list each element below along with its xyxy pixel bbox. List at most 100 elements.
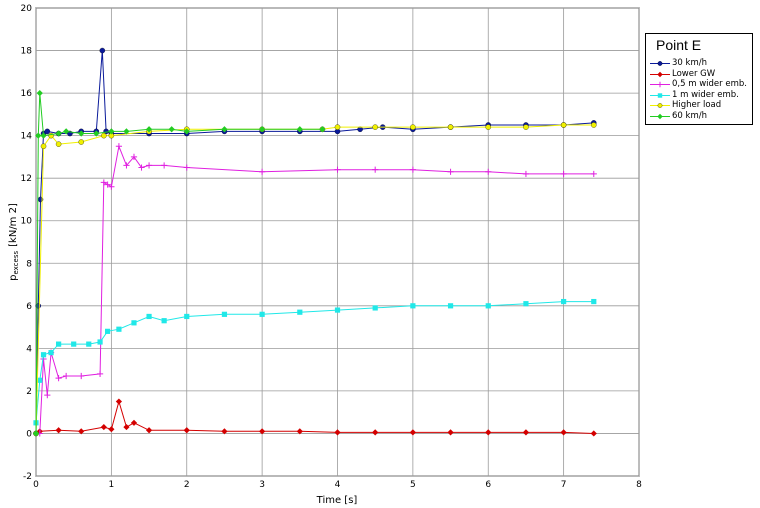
legend-swatch: [650, 71, 670, 77]
data-point: [63, 372, 70, 380]
legend-swatch: [650, 113, 670, 119]
data-point: [145, 126, 153, 133]
y-tick-label: 14: [21, 132, 33, 142]
legend-swatch: [650, 61, 670, 66]
legend-title: Point E: [656, 37, 702, 53]
data-point: [78, 130, 85, 137]
legend-label: 1 m wider emb.: [672, 89, 739, 100]
legend-label: 0,5 m wider emb.: [672, 79, 747, 89]
legend-swatch-marker: [657, 92, 663, 98]
y-tick-label: 8: [26, 259, 32, 269]
legend-item: Higher load: [650, 100, 754, 111]
y-tick-label: 4: [26, 344, 32, 354]
data-point: [447, 429, 454, 436]
y-tick-label: 6: [26, 302, 32, 312]
series-layer: [32, 47, 597, 437]
data-point: [115, 143, 123, 150]
data-point: [183, 164, 190, 171]
x-tick-label: 8: [636, 480, 642, 490]
data-point: [560, 122, 567, 128]
data-point: [123, 423, 130, 431]
legend-swatch: [650, 103, 670, 108]
data-point: [168, 126, 175, 133]
data-point: [145, 427, 153, 434]
data-point: [55, 427, 62, 434]
data-point: [108, 183, 115, 190]
legend-label: 60 km/h: [672, 110, 707, 121]
y-tick-label: 0: [26, 429, 32, 439]
data-point: [86, 341, 92, 347]
data-point: [334, 124, 341, 130]
data-point: [130, 419, 138, 426]
y-tick-label: 16: [21, 89, 33, 99]
data-point: [99, 47, 106, 54]
y-tick-label: -2: [23, 472, 32, 482]
x-tick-label: 5: [410, 480, 416, 490]
data-point: [447, 303, 454, 309]
data-point: [55, 141, 62, 147]
y-axis-title-sub: excess: [12, 251, 20, 275]
x-tick-label: 7: [561, 480, 567, 490]
data-point: [35, 132, 42, 139]
data-point: [48, 350, 54, 356]
data-point: [71, 341, 77, 347]
x-axis-title: Time [s]: [316, 495, 358, 506]
data-point: [44, 392, 51, 399]
legend-item: 0,5 m wider emb.: [650, 79, 754, 90]
y-tick-label: 20: [21, 4, 33, 14]
data-point: [221, 428, 228, 435]
data-point: [78, 139, 84, 145]
data-point: [447, 168, 454, 175]
data-point: [63, 128, 70, 135]
x-tick-label: 2: [184, 480, 190, 490]
data-point: [259, 168, 266, 175]
data-point: [104, 181, 111, 188]
data-point: [37, 377, 43, 383]
data-point: [161, 318, 167, 324]
legend: Point E 30 km/h Lower GW 0,5 m wider emb. 1…: [645, 33, 753, 125]
data-point: [100, 423, 107, 431]
y-tick-label: 18: [21, 47, 33, 57]
data-point: [560, 170, 567, 178]
data-point: [259, 428, 266, 435]
data-point: [590, 430, 597, 437]
data-point: [116, 326, 122, 332]
x-tick-label: 4: [335, 480, 341, 490]
data-point: [97, 339, 103, 345]
data-point: [523, 301, 529, 307]
series-60-km-h: [32, 89, 326, 437]
data-point: [296, 428, 303, 435]
data-point: [100, 179, 107, 186]
legend-item: 60 km/h: [650, 111, 754, 122]
data-point: [131, 320, 137, 326]
data-point: [123, 128, 130, 135]
y-tick-label: 12: [21, 174, 32, 184]
y-axis-title-unit: [kN/m 2]: [8, 203, 19, 247]
data-point: [591, 298, 597, 305]
data-point: [372, 429, 379, 436]
data-point: [410, 303, 416, 309]
legend-swatch-marker: [657, 113, 663, 119]
data-point: [522, 170, 530, 178]
y-tick-label: 2: [26, 387, 32, 397]
data-point: [40, 352, 47, 358]
legend-item: 1 m wider emb.: [650, 90, 754, 101]
data-point: [145, 162, 153, 169]
legend-swatch-marker: [657, 81, 663, 88]
data-point: [296, 126, 303, 133]
data-point: [184, 313, 190, 320]
data-point: [410, 124, 416, 130]
y-axis-title-main: p: [8, 275, 19, 281]
data-point: [334, 429, 341, 436]
data-point: [108, 426, 115, 433]
data-point: [40, 132, 47, 139]
data-point: [44, 128, 51, 135]
data-point: [447, 124, 454, 130]
legend-swatch-marker: [657, 71, 663, 77]
data-point: [36, 89, 43, 97]
data-point: [590, 170, 597, 178]
data-point: [56, 341, 62, 347]
data-point: [96, 370, 104, 377]
legend-swatch-marker: [657, 103, 663, 108]
